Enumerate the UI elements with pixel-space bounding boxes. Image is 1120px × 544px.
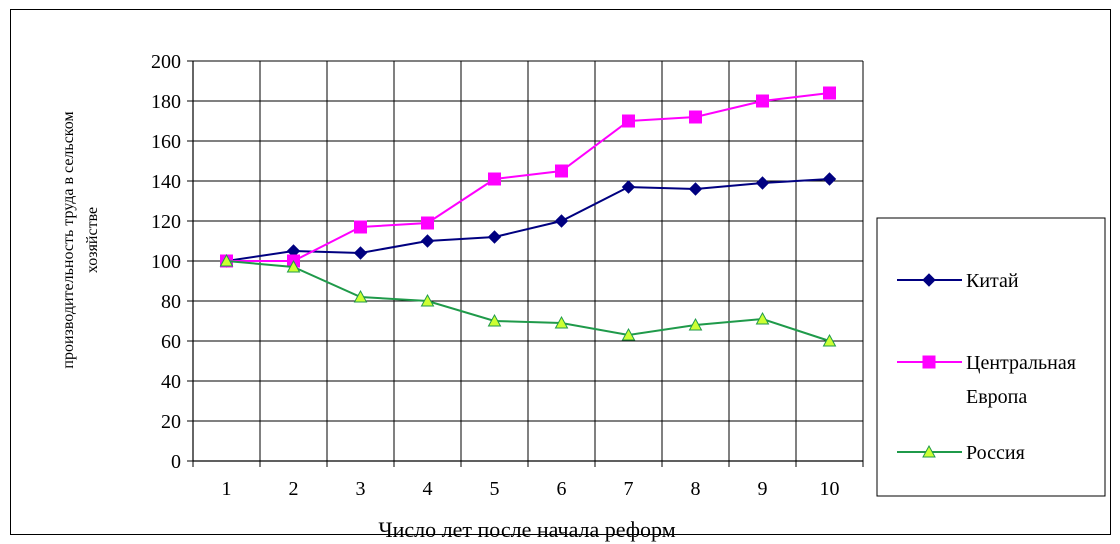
data-point: [354, 220, 367, 234]
x-tick-labels: 1 2 3 4 5 6 7 8 9 10: [222, 478, 840, 500]
legend-marker: [922, 444, 936, 458]
data-point: [822, 333, 837, 347]
data-point: [621, 180, 636, 194]
data-point: [353, 289, 368, 303]
data-point: [688, 182, 703, 196]
x-tick-label: 6: [557, 478, 567, 500]
y-tick-label: 120: [151, 211, 181, 233]
y-tick-label: 100: [151, 251, 181, 273]
x-tick-label: 8: [691, 478, 701, 500]
data-point: [487, 230, 502, 244]
y-tick-label: 140: [151, 171, 181, 193]
y-tick-label: 40: [161, 371, 181, 393]
y-axis-title: производительность труда в сельском хозя…: [60, 111, 101, 368]
data-point: [286, 259, 301, 273]
data-point: [756, 94, 769, 108]
legend-marker: [922, 355, 936, 369]
legend-label: Китай: [966, 270, 1019, 292]
axes: [187, 60, 864, 467]
data-point: [755, 176, 770, 190]
x-tick-label: 4: [423, 478, 433, 500]
legend-box: [876, 217, 1106, 497]
data-point: [488, 172, 501, 186]
legend: Китай Центральная Европа Россия: [876, 217, 1106, 497]
data-point: [555, 164, 568, 178]
x-axis-title: Число лет после начала реформ: [378, 517, 675, 542]
y-tick-label: 0: [171, 451, 181, 473]
y-axis-title-line-1: производительность труда в сельском: [60, 111, 77, 368]
y-tick-labels: 0 20 40 60 80 100 120 140 160 180 200: [151, 51, 181, 473]
x-tick-label: 9: [758, 478, 768, 500]
y-tick-label: 80: [161, 291, 181, 313]
data-point: [822, 172, 837, 186]
legend-item-1: Китай: [897, 270, 1019, 292]
y-tick-label: 60: [161, 331, 181, 353]
y-tick-label: 180: [151, 91, 181, 113]
data-point: [420, 293, 435, 307]
y-tick-label: 20: [161, 411, 181, 433]
x-tick-label: 2: [289, 478, 299, 500]
data-point: [487, 313, 502, 327]
data-point: [421, 216, 434, 230]
data-point: [622, 114, 635, 128]
y-tick-label: 160: [151, 131, 181, 153]
x-tick-label: 5: [490, 478, 500, 500]
data-point: [554, 214, 569, 228]
data-point: [689, 110, 702, 124]
series: [219, 86, 837, 347]
data-point: [554, 315, 569, 329]
series-1: [219, 172, 837, 268]
legend-label: Европа: [966, 386, 1027, 408]
legend-item-2: Центральная Европа: [897, 352, 1076, 408]
legend-label: Центральная: [966, 352, 1076, 374]
x-tick-label: 3: [356, 478, 366, 500]
legend-label: Россия: [966, 442, 1025, 464]
series-line: [226, 92, 830, 262]
y-tick-label: 200: [151, 51, 181, 73]
data-point: [688, 317, 703, 331]
x-tick-label: 1: [222, 478, 232, 500]
series-3: [219, 253, 837, 347]
data-point: [621, 327, 636, 341]
series-line: [226, 260, 830, 342]
x-tick-label: 10: [820, 478, 840, 500]
x-tick-label: 7: [624, 478, 634, 500]
data-point: [353, 246, 368, 260]
series-line: [226, 178, 830, 262]
data-point: [420, 234, 435, 248]
y-axis-title-line-2: хозяйстве: [84, 207, 101, 273]
legend-marker: [922, 273, 936, 287]
data-point: [823, 86, 836, 100]
legend-item-3: Россия: [897, 442, 1025, 464]
series-2: [220, 86, 836, 268]
data-point: [219, 253, 234, 267]
data-point: [755, 311, 770, 325]
